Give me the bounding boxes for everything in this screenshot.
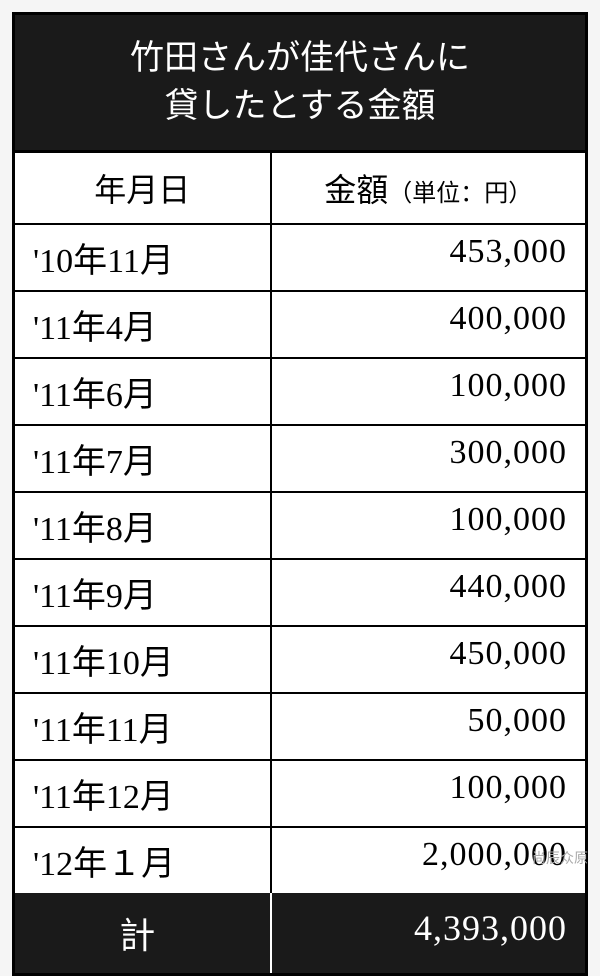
amount-cell: 440,000 <box>272 560 586 625</box>
amount-cell: 100,000 <box>272 761 586 826</box>
header-row: 年月日 金額（単位：円） <box>15 153 585 225</box>
date-cell: '11年7月 <box>15 426 272 491</box>
total-label: 計 <box>15 893 272 973</box>
amount-cell: 100,000 <box>272 359 586 424</box>
date-cell: '11年12月 <box>15 761 272 826</box>
date-cell: '11年10月 <box>15 627 272 692</box>
total-amount: 4,393,000 <box>272 893 586 973</box>
date-cell: '11年6月 <box>15 359 272 424</box>
table-row: '10年11月453,000 <box>15 225 585 292</box>
date-cell: '11年4月 <box>15 292 272 357</box>
amount-cell: 100,000 <box>272 493 586 558</box>
title-line1: 竹田さんが佳代さんに 貸したとする金額 <box>130 40 470 125</box>
table-row: '11年7月300,000 <box>15 426 585 493</box>
unit-label: （単位：円） <box>388 181 532 207</box>
table-row: '12年１月2,000,000 <box>15 828 585 893</box>
date-cell: '12年１月 <box>15 828 272 893</box>
amount-cell: 450,000 <box>272 627 586 692</box>
date-cell: '10年11月 <box>15 225 272 290</box>
amount-cell: 50,000 <box>272 694 586 759</box>
amount-cell: 453,000 <box>272 225 586 290</box>
loan-table: 竹田さんが佳代さんに 貸したとする金額 年月日 金額（単位：円） '10年11月… <box>12 12 588 976</box>
table-row: '11年8月100,000 <box>15 493 585 560</box>
header-amount: 金額（単位：円） <box>272 153 586 223</box>
table-row: '11年4月400,000 <box>15 292 585 359</box>
table-row: '11年11月50,000 <box>15 694 585 761</box>
date-cell: '11年9月 <box>15 560 272 625</box>
amount-cell: 300,000 <box>272 426 586 491</box>
total-row: 計 4,393,000 <box>15 893 585 973</box>
table-row: '11年6月100,000 <box>15 359 585 426</box>
header-date: 年月日 <box>15 153 272 223</box>
date-cell: '11年11月 <box>15 694 272 759</box>
table-row: '11年10月450,000 <box>15 627 585 694</box>
amount-cell: 400,000 <box>272 292 586 357</box>
table-row: '11年9月440,000 <box>15 560 585 627</box>
watermark: 尚辰众原 <box>532 848 588 868</box>
rows-container: '10年11月453,000'11年4月400,000'11年6月100,000… <box>15 225 585 893</box>
table-row: '11年12月100,000 <box>15 761 585 828</box>
table-title: 竹田さんが佳代さんに 貸したとする金額 <box>15 15 585 153</box>
date-cell: '11年8月 <box>15 493 272 558</box>
amount-label: 金額 <box>324 172 388 208</box>
